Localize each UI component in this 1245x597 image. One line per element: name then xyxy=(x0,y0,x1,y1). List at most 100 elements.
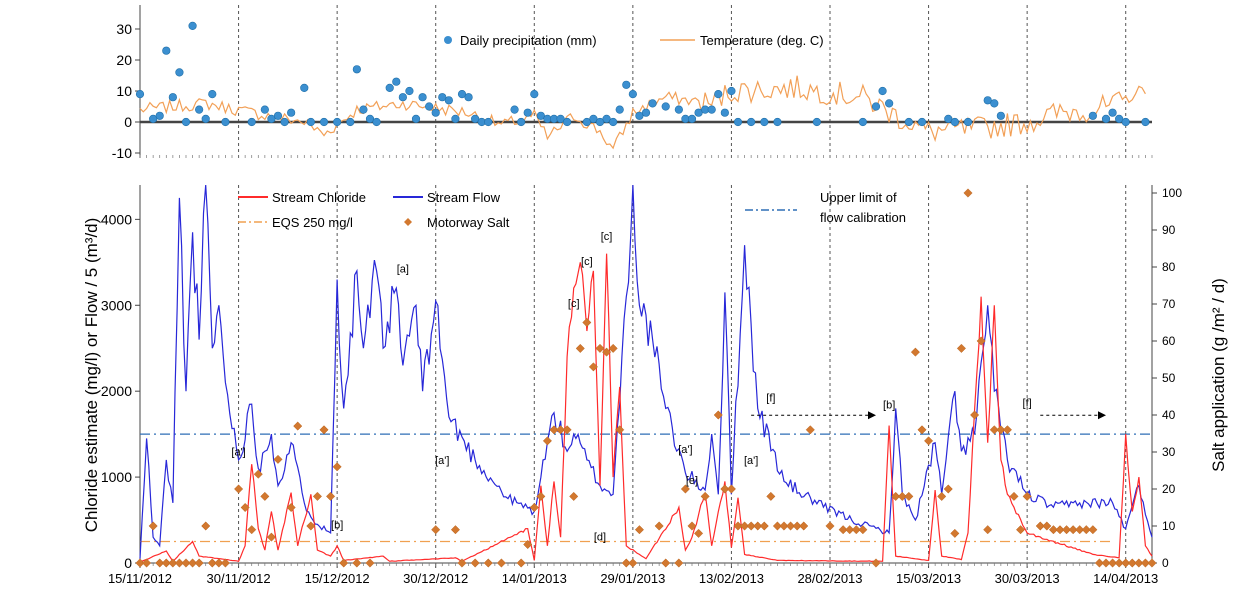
precipitation-point xyxy=(306,117,315,127)
precipitation-point xyxy=(773,117,782,127)
motorway-salt-point xyxy=(602,347,612,357)
motorway-salt-point xyxy=(983,525,993,535)
motorway-salt-point xyxy=(963,188,973,198)
precipitation-point xyxy=(674,105,683,114)
annotation-label: [d] xyxy=(594,532,606,544)
motorway-salt-point xyxy=(956,343,966,353)
motorway-salt-point xyxy=(759,521,769,531)
precipitation-point xyxy=(812,117,821,127)
precipitation-point xyxy=(201,114,210,123)
motorway-salt-point xyxy=(1121,558,1131,568)
motorway-salt-point xyxy=(266,532,276,542)
precipitation-point xyxy=(221,117,230,127)
precipitation-point xyxy=(431,108,440,117)
precipitation-point xyxy=(260,105,269,114)
precipitation-point xyxy=(155,111,164,120)
motorway-salt-point xyxy=(943,484,953,494)
top-y-tick-label: 10 xyxy=(116,83,132,99)
bottom-y2-axis-title: Salt application (g /m² / d) xyxy=(1209,278,1228,472)
bottom-legend-swatch xyxy=(404,218,412,226)
precipitation-point xyxy=(208,89,217,99)
motorway-salt-point xyxy=(825,521,835,531)
motorway-salt-point xyxy=(273,454,283,464)
precipitation-point xyxy=(602,114,611,123)
precipitation-point xyxy=(720,108,729,117)
precipitation-point xyxy=(885,99,894,108)
precipitation-point xyxy=(615,105,624,114)
bottom-x-tick-label: 13/02/2013 xyxy=(699,571,764,586)
annotation-arrow-head xyxy=(868,411,876,420)
precipitation-point xyxy=(563,117,572,127)
motorway-salt-point xyxy=(188,558,198,568)
precipitation-point xyxy=(425,102,434,111)
precipitation-point xyxy=(195,105,204,114)
motorway-salt-point xyxy=(1068,525,1078,535)
motorway-salt-point xyxy=(523,539,533,550)
motorway-salt-point xyxy=(910,347,920,357)
bottom-y2-tick-label: 40 xyxy=(1162,408,1176,422)
motorway-salt-point xyxy=(799,521,809,531)
bottom-legend-label: Motorway Salt xyxy=(427,215,510,230)
precipitation-point xyxy=(517,117,526,127)
bottom-x-tick-label: 15/11/2012 xyxy=(108,571,172,586)
motorway-salt-point xyxy=(851,525,861,535)
precipitation-point xyxy=(589,114,598,123)
motorway-salt-point xyxy=(582,317,592,328)
annotation-label: [c] xyxy=(601,231,613,243)
annotation-label: [a'] xyxy=(744,455,758,467)
motorway-salt-point xyxy=(1081,525,1091,535)
precipitation-point xyxy=(635,111,644,120)
motorway-salt-point xyxy=(996,425,1006,435)
precipitation-point xyxy=(181,117,191,127)
motorway-salt-point xyxy=(214,558,224,568)
motorway-salt-point xyxy=(970,410,980,420)
precipitation-point xyxy=(760,117,769,127)
motorway-salt-point xyxy=(549,425,559,435)
precipitation-point xyxy=(162,46,171,55)
bottom-y2-tick-label: 0 xyxy=(1162,556,1169,570)
motorway-salt-point xyxy=(897,491,907,501)
precipitation-point xyxy=(878,86,887,96)
precipitation-point xyxy=(484,117,493,127)
motorway-salt-point xyxy=(293,421,303,431)
precipitation-point xyxy=(950,117,959,127)
motorway-salt-point xyxy=(595,343,605,353)
precipitation-point xyxy=(267,114,276,123)
motorway-salt-point xyxy=(155,558,165,568)
precipitation-point xyxy=(628,89,637,99)
bottom-y2-tick-label: 30 xyxy=(1162,445,1176,459)
motorway-salt-point xyxy=(1035,521,1045,531)
motorway-salt-point xyxy=(365,558,375,568)
motorway-salt-point xyxy=(1075,525,1085,535)
precipitation-point xyxy=(333,117,342,127)
bottom-y2-tick-label: 50 xyxy=(1162,371,1176,385)
precipitation-point xyxy=(346,117,355,127)
bottom-y2-tick-label: 100 xyxy=(1162,186,1182,200)
precipitation-point xyxy=(904,117,913,127)
precipitation-point xyxy=(983,96,992,105)
motorway-salt-point xyxy=(615,425,625,435)
motorway-salt-point xyxy=(687,521,697,531)
motorway-salt-point xyxy=(352,558,362,568)
precipitation-point xyxy=(405,86,414,96)
motorway-salt-point xyxy=(661,558,671,568)
bottom-y2-tick-label: 10 xyxy=(1162,519,1176,533)
precipitation-point xyxy=(556,114,565,123)
bottom-y-tick-label: 0 xyxy=(124,555,132,571)
motorway-salt-point xyxy=(181,558,191,568)
annotation-label: [b] xyxy=(331,520,343,532)
precipitation-point xyxy=(661,102,670,111)
motorway-salt-point xyxy=(621,558,631,568)
bottom-x-tick-label: 30/03/2013 xyxy=(995,571,1060,586)
chart-legends: Daily precipitation (mm) Temperature (deg… xyxy=(238,33,906,230)
motorway-salt-point xyxy=(1002,425,1012,435)
motorway-salt-point xyxy=(786,521,796,531)
precipitation-point xyxy=(444,96,453,105)
motorway-salt-point xyxy=(234,484,244,494)
precipitation-point xyxy=(1108,108,1117,117)
annotation-label: [a'] xyxy=(678,444,692,456)
motorway-salt-point xyxy=(1140,558,1150,568)
motorway-salt-point xyxy=(740,521,750,531)
calibration-legend-label-line1: Upper limit of xyxy=(820,190,897,205)
